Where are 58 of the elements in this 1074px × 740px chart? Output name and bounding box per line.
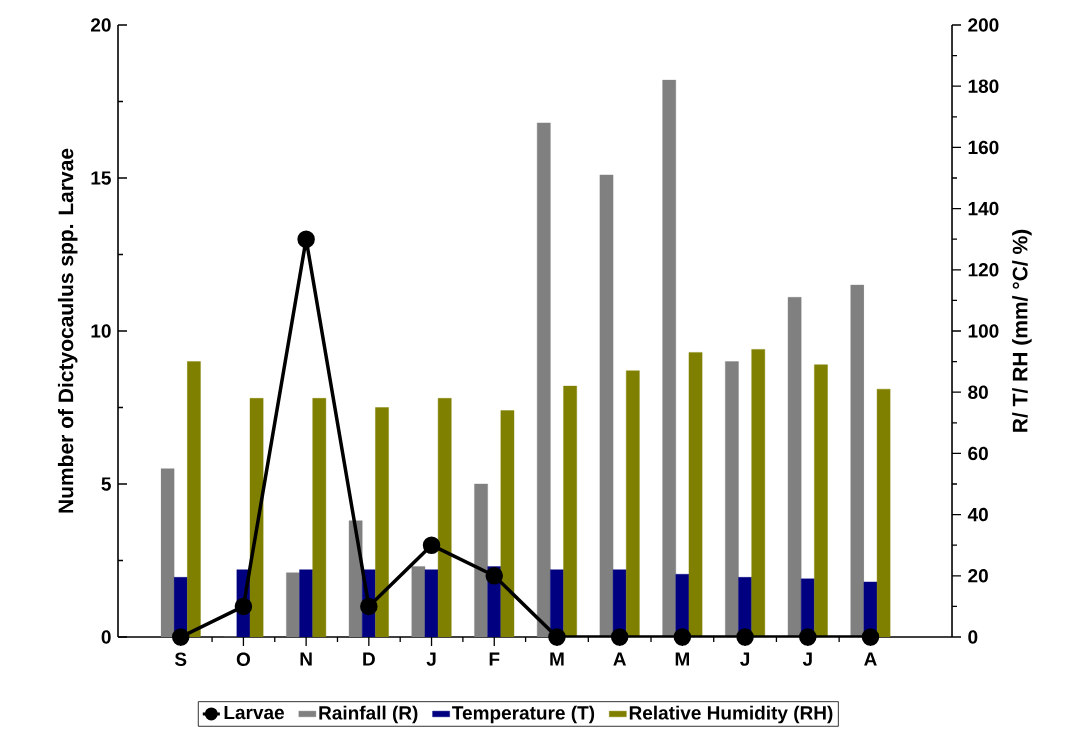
y2-tick-label: 80 — [968, 385, 988, 399]
y2-tick-label: 160 — [968, 140, 999, 155]
bar — [286, 572, 300, 637]
point — [485, 567, 503, 585]
point — [297, 230, 315, 248]
y2-tick-label: 60 — [968, 446, 988, 461]
bar — [299, 569, 313, 637]
point — [610, 628, 629, 646]
legend-label: Relative Humidity (RH) — [629, 705, 833, 724]
y2-tick-label: 100 — [968, 324, 999, 338]
y2-tick-label: 0 — [968, 630, 978, 644]
y-axis-title: Number of Dictyocaulus spp. Larvae — [57, 148, 78, 513]
y2-tick-label: 200 — [968, 18, 999, 32]
bar — [599, 174, 614, 637]
x-tick-label: J — [802, 652, 812, 666]
point — [736, 628, 754, 646]
x-tick-label: M — [675, 652, 690, 666]
bar — [160, 468, 175, 637]
point — [673, 628, 692, 646]
point — [360, 597, 378, 616]
bar — [787, 297, 802, 637]
bar — [474, 483, 488, 637]
x-tick-label: M — [550, 652, 564, 666]
y-tick-label: 15 — [91, 171, 111, 185]
bar — [850, 284, 865, 637]
bar — [662, 79, 676, 637]
bar — [725, 361, 739, 637]
y-tick-label: 10 — [91, 324, 111, 338]
bar — [424, 569, 439, 637]
point — [422, 536, 441, 554]
x-tick-label: J — [426, 652, 436, 666]
y-tick-label: 5 — [101, 477, 111, 491]
y2-tick-label: 120 — [968, 263, 999, 277]
y2-tick-label: 40 — [967, 507, 988, 522]
x-tick-label: N — [300, 652, 312, 666]
x-tick-label: O — [236, 652, 250, 666]
point — [548, 628, 566, 646]
x-tick-label: A — [613, 652, 627, 666]
x-tick-label: D — [363, 652, 375, 666]
y2-tick-label: 180 — [968, 79, 999, 93]
point — [799, 628, 817, 646]
point — [171, 628, 190, 646]
y-tick-label: 0 — [101, 630, 111, 644]
x-tick-label: F — [489, 652, 500, 666]
bar — [537, 122, 551, 637]
y2-tick-label: 20 — [968, 569, 988, 583]
y-tick-label: 20 — [90, 18, 111, 32]
x-tick-label: A — [864, 652, 877, 666]
point — [234, 597, 253, 616]
legend-label: Larvae — [224, 706, 284, 720]
x-tick-label: S — [174, 652, 187, 666]
y2-axis-title: R/ T/ RH (mm/ °C/ %) — [1012, 229, 1032, 432]
x-tick-label: J — [740, 652, 750, 666]
bar — [411, 566, 426, 637]
y2-tick-label: 140 — [968, 201, 999, 216]
legend-label: Temperature (T) — [452, 705, 595, 724]
legend-label: Rainfall (R) — [319, 705, 418, 724]
point — [861, 628, 880, 646]
